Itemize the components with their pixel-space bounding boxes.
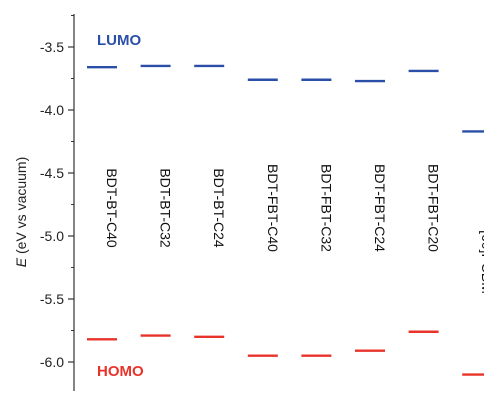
homo-annotation: HOMO <box>97 363 144 380</box>
y-tick-label: -4.0 <box>40 102 64 118</box>
y-axis <box>68 14 75 391</box>
y-tick-label: -4.5 <box>40 165 64 181</box>
category-label: [60]PCBM <box>479 230 484 294</box>
y-tick-label: -3.5 <box>40 39 64 55</box>
y-tick-labels: -3.5 -4.0 -4.5 -5.0 -5.5 -6.0 <box>40 39 64 370</box>
category-label: BDT-FBT-C20 <box>426 164 442 252</box>
category-label: BDT-FBT-C40 <box>265 164 281 252</box>
lumo-annotation: LUMO <box>97 32 141 49</box>
y-axis-label-symbol: E <box>13 257 29 267</box>
category-label: BDT-BT-C32 <box>158 168 174 248</box>
y-tick-label: -5.5 <box>40 291 64 307</box>
category-label: BDT-BT-C24 <box>211 168 227 248</box>
category-label: BDT-FBT-C24 <box>372 164 388 252</box>
category-labels: BDT-BT-C40 BDT-BT-C32 BDT-BT-C24 BDT-FBT-C4… <box>104 164 484 294</box>
y-axis-label: E (eV vs vacuum) <box>13 157 29 267</box>
y-axis-label-text: (eV vs vacuum) <box>13 157 29 258</box>
category-label: BDT-FBT-C32 <box>318 164 334 252</box>
y-tick-label: -5.0 <box>40 228 64 244</box>
energy-levels <box>87 64 484 376</box>
y-tick-label: -6.0 <box>40 354 64 370</box>
category-label: BDT-BT-C40 <box>104 168 120 248</box>
